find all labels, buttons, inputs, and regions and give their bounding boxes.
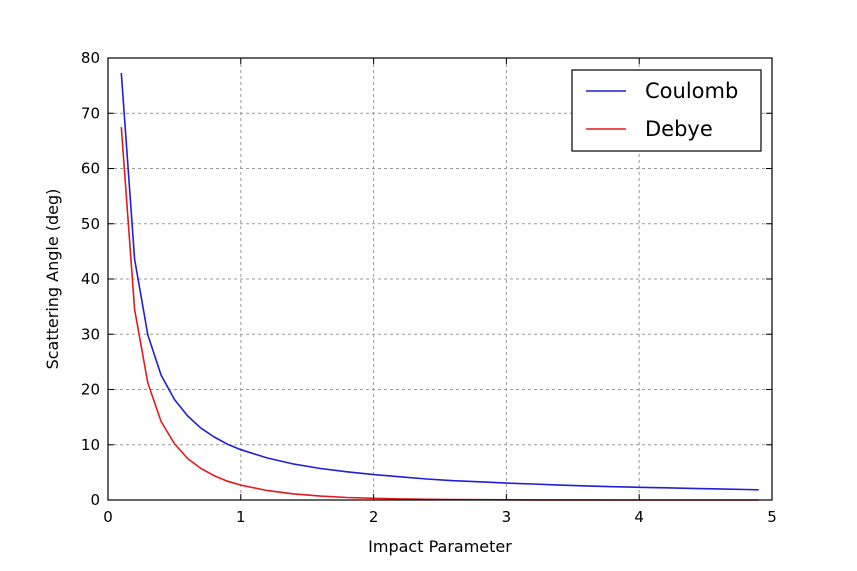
x-tick-label: 5 [767, 508, 777, 526]
y-tick-label: 60 [81, 160, 100, 178]
y-tick-label: 50 [81, 215, 100, 233]
x-tick-label: 1 [236, 508, 246, 526]
y-tick-label: 40 [81, 270, 100, 288]
y-tick-label: 10 [81, 436, 100, 454]
y-tick-label: 80 [81, 49, 100, 67]
x-axis-label: Impact Parameter [368, 537, 512, 556]
legend: Coulomb Debye [571, 69, 762, 152]
x-tick-label: 2 [369, 508, 379, 526]
x-tick-label: 3 [502, 508, 512, 526]
y-tick-label: 0 [90, 491, 100, 509]
y-tick-label: 20 [81, 381, 100, 399]
legend-label-coulomb: Coulomb [645, 79, 738, 103]
y-axis-label: Scattering Angle (deg) [43, 189, 62, 370]
legend-label-debye: Debye [645, 117, 713, 141]
series-line-coulomb [120, 72, 759, 491]
x-tick-label: 4 [634, 508, 644, 526]
y-tick-label: 30 [81, 325, 100, 343]
y-tick-label: 70 [81, 104, 100, 122]
legend-box [571, 69, 762, 152]
x-tick-label: 0 [103, 508, 113, 526]
